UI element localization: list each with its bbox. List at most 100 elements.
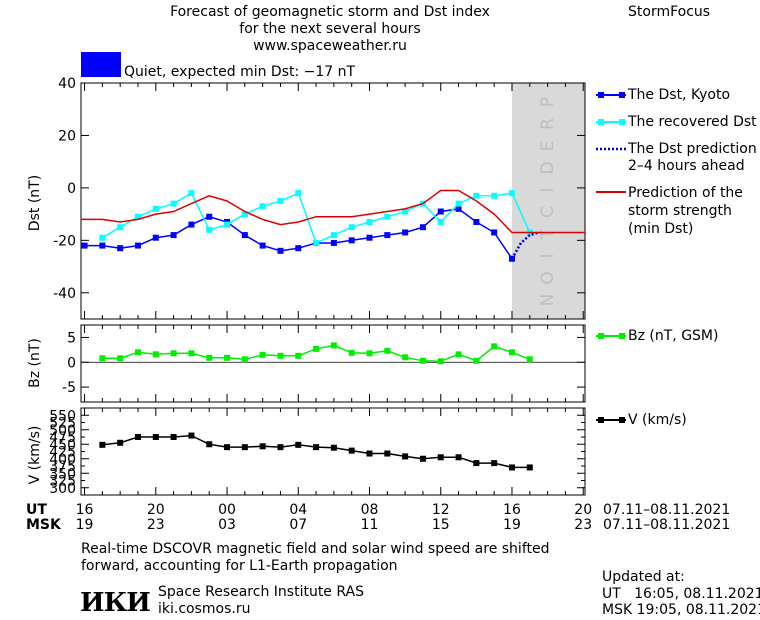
y-tick-label: 475 [49,430,76,446]
data-point-dst-0 [259,242,266,249]
data-point-bz-0 [206,354,213,361]
series-line-dst-3 [81,189,585,234]
data-point-dst-1 [241,211,248,218]
ut-tick-label: 00 [218,502,236,518]
msk-tick-label: 07 [289,517,308,533]
updated-msk: MSK 19:05, 08.11.2021 [602,602,760,618]
data-point-bz-0 [366,350,373,357]
data-point-dst-0 [437,208,444,215]
y-tick-label: 40 [58,76,76,92]
data-point-bz-0 [402,354,409,361]
legend-dst-kyoto-label: The Dst, Kyoto [628,87,731,103]
data-point-dst-0 [170,232,177,239]
legend-dst-prediction-swatch [596,147,626,151]
legend-dst-kyoto-swatch [596,92,626,98]
data-point-dst-1 [277,198,284,204]
data-point-dst-1 [508,190,515,197]
legend-bz-swatch [596,333,626,339]
data-point-bz-0 [384,347,391,354]
data-point-dst-1 [402,208,409,215]
data-point-dst-1 [188,190,195,197]
y-tick-label: 5 [67,330,76,346]
y-tick-label: 550 [49,408,76,424]
data-point-dst-0 [473,218,480,225]
data-point-bz-0 [491,343,498,350]
data-point-dst-0 [117,245,124,252]
institute-website[interactable]: iki.cosmos.ru [158,601,251,617]
data-point-dst-0 [348,237,355,244]
data-point-dst-0 [402,229,409,236]
ut-tick-label: 12 [431,502,450,518]
msk-tick-label: 19 [75,517,94,533]
data-point-bz-0 [241,356,248,363]
data-point-v-0 [241,444,248,451]
data-point-v-0 [491,460,498,467]
data-point-dst-0 [81,242,88,249]
msk-tick-label: 11 [360,517,379,533]
prediction-band-letter: N [538,294,558,307]
data-point-dst-1 [259,203,266,210]
data-point-bz-0 [508,349,515,356]
data-point-v-0 [402,453,409,460]
ut-tick-label: 04 [289,502,308,518]
data-point-dst-1 [99,234,106,241]
updated-ut: UT 16:05, 08.11.2021 [602,586,760,602]
data-point-dst-1 [117,224,124,231]
data-point-v-0 [348,447,355,454]
data-point-dst-1 [224,221,231,228]
data-point-dst-0 [188,221,195,228]
y-tick-label: 400 [49,452,76,468]
prediction-band-letter: D [538,161,558,174]
data-point-dst-0 [295,245,302,252]
data-point-v-0 [277,444,284,451]
prediction-band-letter: T [538,228,558,240]
data-point-dst-0 [134,242,141,249]
data-point-dst-1 [206,226,213,233]
data-point-v-0 [313,444,320,451]
data-point-v-0 [206,441,213,448]
data-point-v-0 [259,443,266,450]
data-point-dst-0 [455,205,462,212]
msk-date-range: 07.11–08.11.2021 [603,517,731,533]
data-point-dst-0 [152,234,159,241]
brand-name: StormFocus [628,4,711,20]
data-point-v-0 [437,454,444,461]
y-tick-label: 0 [67,355,76,371]
chart-title-line-2: for the next several hours [239,21,421,37]
data-point-bz-0 [455,351,462,358]
ut-tick-label: 20 [574,502,593,518]
data-point-bz-0 [473,357,480,364]
legend-v-swatch [596,417,626,423]
y-tick-label: 425 [49,445,76,461]
data-point-dst-1 [473,192,480,199]
prediction-band-letter: C [538,206,558,218]
prediction-band-letter: I [538,253,558,258]
institute-name: Space Research Institute RAS [158,584,364,600]
panel-frame-bz [80,324,586,403]
ut-tick-label: 20 [146,502,165,518]
data-point-dst-0 [206,213,213,220]
footnote-line-2: forward, accounting for L1-Earth propaga… [81,558,398,574]
chart-title-url[interactable]: www.spaceweather.ru [253,38,407,54]
data-point-dst-1 [366,218,373,225]
data-point-dst-1 [313,239,320,246]
y-tick-label: 375 [49,459,76,475]
data-point-v-0 [170,434,177,440]
data-point-bz-0 [295,352,302,359]
msk-tick-label: 15 [431,517,450,533]
footnote-line-1: Real-time DSCOVR magnetic field and sola… [81,541,550,557]
series-line-dst-2 [510,231,540,260]
prediction-band [511,83,585,319]
data-point-bz-0 [117,355,124,362]
series-line-v-0 [102,434,530,469]
y-tick-label: 500 [49,423,76,439]
data-point-bz-0 [419,357,426,364]
y-tick-label: -5 [62,380,76,396]
data-point-dst-1 [134,213,141,220]
data-point-bz-0 [170,350,177,357]
data-point-dst-0 [491,229,498,236]
data-point-bz-0 [348,349,355,356]
data-point-v-0 [99,441,106,448]
y-tick-label: 450 [49,437,76,453]
data-point-v-0 [473,460,480,467]
